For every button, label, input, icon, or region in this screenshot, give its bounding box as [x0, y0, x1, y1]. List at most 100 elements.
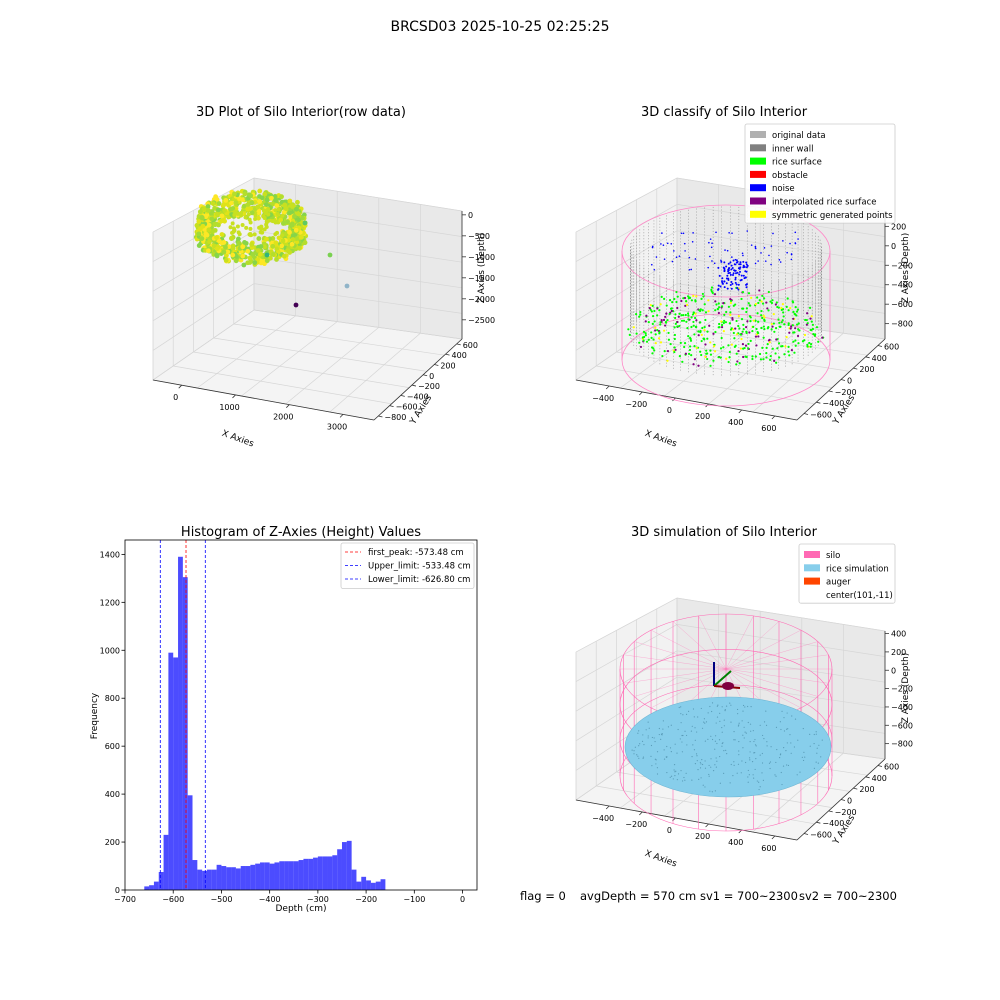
rice-simulation-point: [697, 769, 699, 771]
raw-point: [242, 191, 248, 197]
rice-surface-point: [780, 321, 783, 324]
rice-surface-point: [751, 357, 754, 361]
rice-surface-point: [787, 345, 790, 348]
rice-surface-point: [656, 307, 659, 310]
rice-surface-point: [701, 309, 704, 312]
gridline: [173, 365, 392, 405]
histogram-bar: [153, 881, 159, 890]
y-tick-label: 1000: [100, 646, 120, 655]
x-tick-label: 3000: [327, 422, 347, 431]
noise-point: [728, 231, 730, 234]
raw-point: [264, 236, 269, 242]
rice-simulation-point: [699, 767, 702, 769]
noise-point: [720, 259, 722, 262]
noise-point: [730, 268, 733, 271]
rice-surface-point: [697, 330, 700, 333]
noise-point: [671, 260, 674, 263]
rice-simulation-point: [724, 709, 726, 711]
rice-surface-point: [815, 326, 819, 329]
x-tick-label: −700: [114, 895, 136, 904]
rice-surface-point: [711, 291, 714, 295]
gridline: [575, 624, 678, 682]
x-tick-label: 0: [667, 406, 672, 415]
rice-simulation-point: [704, 740, 706, 742]
rice-simulation-point: [775, 761, 777, 764]
noise-point: [727, 278, 730, 281]
rice-simulation-point: [679, 738, 681, 740]
rice-surface-point: [666, 318, 669, 322]
raw-point: [264, 197, 270, 203]
legend-label: rice simulation: [826, 564, 889, 574]
raw-point: [248, 226, 253, 231]
rice-simulation-point: [779, 721, 781, 723]
rice-surface-point: [663, 297, 666, 300]
rice-surface-point: [749, 304, 752, 307]
noise-point: [734, 263, 737, 266]
noise-point: [742, 254, 744, 257]
rice-simulation-point: [749, 759, 751, 761]
rice-surface-point: [735, 352, 738, 355]
histogram-bar: [245, 866, 251, 890]
x-tick-label: −500: [210, 895, 232, 904]
rice-simulation-point: [711, 710, 713, 713]
rice-surface-point: [674, 348, 677, 351]
raw-point: [275, 212, 280, 217]
rice-surface-point: [644, 332, 647, 335]
rice-surface-point: [651, 322, 654, 325]
rice-simulation-point: [719, 782, 721, 784]
rice-simulation-point: [786, 742, 788, 744]
rice-surface-point: [650, 331, 653, 334]
x-tick-label: −400: [259, 895, 281, 904]
rice-simulation-point: [680, 722, 682, 724]
noise-point: [738, 270, 741, 273]
rice-surface-point: [718, 326, 721, 329]
raw-point: [229, 200, 234, 206]
histogram-bar: [322, 856, 328, 890]
rice-simulation-point: [710, 758, 712, 760]
raw-point: [290, 237, 296, 242]
rice-simulation-point: [779, 756, 781, 759]
rice-surface-point: [693, 358, 697, 361]
rice-simulation-point: [710, 735, 712, 737]
rice-surface-point: [649, 303, 652, 307]
noise-point: [768, 254, 770, 257]
raw-point: [278, 217, 284, 223]
rice-surface-point: [785, 305, 788, 308]
noise-point: [797, 238, 799, 240]
rice-simulation-point: [744, 706, 746, 708]
footer-sv2: sv2 = 700~2300: [799, 889, 897, 903]
rice-simulation-point: [723, 750, 725, 752]
histogram-bar: [206, 869, 212, 890]
rice-surface-point: [772, 312, 775, 316]
rice-surface-point: [806, 343, 809, 346]
rice-surface-point: [709, 349, 712, 352]
rice-surface-point: [699, 350, 702, 353]
rice-surface-point: [759, 358, 762, 361]
x-tick: [639, 391, 643, 396]
rice-surface-point: [695, 346, 698, 349]
rice-surface-point: [809, 345, 812, 348]
noise-point: [786, 251, 788, 254]
rice-simulation-point: [709, 790, 711, 792]
rice-simulation-point: [780, 753, 782, 755]
rice-surface-point: [809, 342, 813, 346]
noise-point: [708, 241, 710, 244]
rice-simulation-point: [723, 719, 725, 721]
gridline: [152, 309, 255, 381]
rice-surface-point: [789, 307, 792, 310]
panel1-title: 3D Plot of Silo Interior(row data): [196, 105, 406, 120]
noise-point: [746, 230, 749, 232]
rice-simulation-point: [809, 733, 811, 735]
noise-point: [732, 272, 735, 275]
rice-surface-point: [699, 309, 702, 313]
raw-point: [279, 194, 284, 200]
rice-surface-point: [693, 333, 696, 336]
raw-point: [235, 224, 240, 229]
noise-point: [739, 261, 742, 264]
y-tick: [840, 379, 846, 381]
raw-point: [260, 230, 265, 235]
gridline: [575, 597, 678, 653]
raw-point: [287, 229, 292, 235]
rice-surface-point: [663, 350, 666, 353]
rice-surface-point: [687, 334, 690, 338]
